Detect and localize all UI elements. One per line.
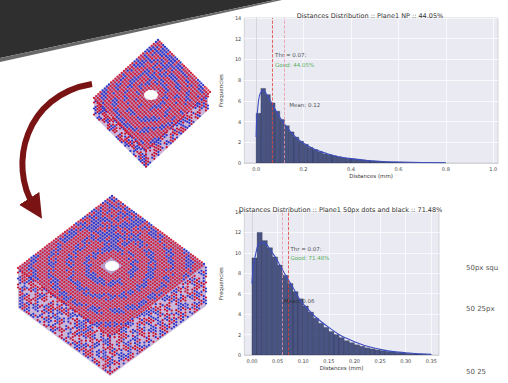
svg-text:0.8: 0.8 (442, 166, 450, 172)
svg-text:Distances (mm): Distances (mm) (320, 365, 364, 371)
svg-text:0.0: 0.0 (252, 166, 260, 172)
svg-text:Frequencies: Frequencies (218, 267, 225, 300)
svg-text:Mean: 0.12: Mean: 0.12 (289, 102, 320, 108)
svg-text:0: 0 (238, 160, 241, 166)
svg-text:0.20: 0.20 (349, 358, 360, 364)
svg-text:0.15: 0.15 (323, 358, 334, 364)
svg-text:Frequencies: Frequencies (218, 74, 225, 107)
svg-text:0.4: 0.4 (347, 166, 355, 172)
svg-text:2: 2 (238, 139, 241, 145)
svg-text:8: 8 (238, 270, 241, 276)
svg-text:Good: 44.05%: Good: 44.05% (275, 62, 314, 68)
svg-text:8: 8 (238, 77, 241, 83)
svg-text:Mean: 0.06: Mean: 0.06 (283, 297, 315, 304)
svg-text:10: 10 (235, 56, 241, 62)
svg-text:Distances (mm): Distances (mm) (349, 173, 393, 179)
svg-text:14: 14 (235, 15, 241, 21)
svg-text:12: 12 (235, 229, 241, 235)
html-text:50 25: 50 25 (466, 368, 486, 376)
svg-text:Thr = 0.07:: Thr = 0.07: (274, 52, 306, 58)
svg-text:6: 6 (238, 291, 241, 297)
svg-text:6: 6 (238, 98, 241, 104)
svg-text:4: 4 (238, 311, 241, 317)
svg-text:Good: 71.48%: Good: 71.48% (290, 255, 329, 261)
svg-text:2: 2 (238, 332, 241, 338)
svg-text:Distances Distribution :: Plan: Distances Distribution :: Plane1 NP :: 4… (297, 12, 443, 20)
html-text:50 25px: 50 25px (466, 305, 495, 313)
html-text:50px squ: 50px squ (466, 264, 499, 272)
svg-text:0: 0 (238, 352, 241, 358)
svg-text:0.6: 0.6 (394, 166, 402, 172)
svg-text:0.25: 0.25 (374, 358, 385, 364)
svg-text:0.05: 0.05 (272, 358, 283, 364)
svg-text:0.10: 0.10 (298, 358, 309, 364)
svg-text:0.30: 0.30 (400, 358, 411, 364)
svg-text:10: 10 (235, 250, 241, 256)
svg-text:Thr = 0.07:: Thr = 0.07: (289, 246, 321, 252)
svg-text:0.2: 0.2 (300, 166, 308, 172)
svg-text:Distances Distribution :: Plan: Distances Distribution :: Plane1 50px do… (239, 206, 443, 214)
svg-text:0.00: 0.00 (246, 358, 257, 364)
svg-text:12: 12 (235, 36, 241, 42)
svg-text:0.35: 0.35 (426, 358, 437, 364)
svg-text:1.0: 1.0 (489, 166, 497, 172)
svg-text:4: 4 (238, 119, 241, 125)
